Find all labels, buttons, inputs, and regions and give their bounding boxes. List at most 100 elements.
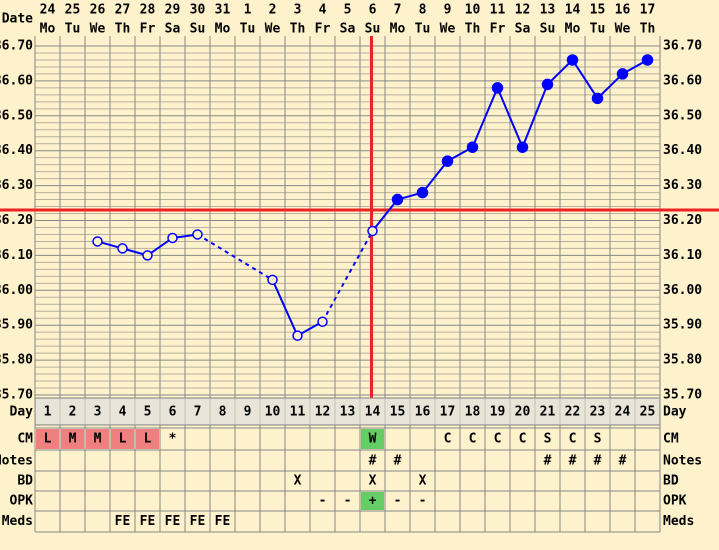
cell-text: FE xyxy=(115,514,131,529)
weekday-label: We xyxy=(90,22,106,37)
cell-text: M xyxy=(94,432,102,447)
day-number: 11 xyxy=(290,405,306,420)
weekday-label: Fr xyxy=(315,22,331,37)
line-segment xyxy=(471,87,499,148)
day-cell xyxy=(211,399,234,424)
date-label: 15 xyxy=(590,3,606,18)
cell-text: # xyxy=(394,454,402,469)
temperature-point xyxy=(317,316,328,327)
temperature-point xyxy=(267,274,278,286)
day-cell xyxy=(61,399,84,424)
y-tick-label: 35.70 xyxy=(0,388,33,403)
date-label: 2 xyxy=(269,3,277,18)
weekday-label: Th xyxy=(465,22,481,37)
row-label-right: CM xyxy=(663,432,679,447)
temperature-point xyxy=(416,186,429,199)
y-tick-label: 35.80 xyxy=(0,353,33,368)
day-number: 16 xyxy=(415,405,431,420)
temperature-point xyxy=(466,141,479,153)
temperature-point xyxy=(516,141,529,153)
day-number: 22 xyxy=(565,405,581,420)
row-label: Meds xyxy=(2,514,33,529)
weekday-label: We xyxy=(440,22,456,37)
day-number: 13 xyxy=(340,405,356,420)
cell-highlight xyxy=(86,429,109,449)
day-row-label-right: Day xyxy=(663,405,687,420)
date-label: 31 xyxy=(215,3,231,18)
cell-text: L xyxy=(119,432,127,447)
cell-text: - xyxy=(419,494,427,509)
weekday-label: Mo xyxy=(40,22,56,37)
weekday-label: Mo xyxy=(565,22,581,37)
cell-text: # xyxy=(619,454,627,469)
cell-text: FE xyxy=(165,514,181,529)
weekday-label: Tu xyxy=(240,22,256,37)
day-cell xyxy=(361,399,384,424)
day-cell xyxy=(511,399,534,424)
date-label: 7 xyxy=(394,3,402,18)
cell-text: FE xyxy=(190,514,206,529)
cell-text: C xyxy=(494,432,502,447)
day-number: 18 xyxy=(465,405,481,420)
date-label: 10 xyxy=(465,3,481,18)
day-cell xyxy=(186,399,209,424)
day-row-label: Day xyxy=(10,405,34,420)
cell-highlight xyxy=(36,429,59,449)
line-segment xyxy=(596,73,624,100)
day-cell xyxy=(286,399,309,424)
cell-highlight xyxy=(61,429,84,449)
cell-text: S xyxy=(544,432,552,447)
line-segment xyxy=(521,84,549,148)
cell-highlight xyxy=(136,429,159,449)
temperature-point xyxy=(142,250,153,261)
cell-text: C xyxy=(444,432,452,447)
day-number: 24 xyxy=(615,405,631,420)
weekday-label: Fr xyxy=(140,22,156,37)
temperature-point xyxy=(117,243,128,254)
weekday-label: Su xyxy=(190,22,206,37)
weekday-label: Th xyxy=(290,22,306,37)
cell-text: L xyxy=(144,432,152,447)
day-number: 21 xyxy=(540,405,556,420)
date-label: 6 xyxy=(369,3,377,18)
cell-text: C xyxy=(519,432,527,447)
cell-text: W xyxy=(369,432,377,447)
day-cell xyxy=(586,399,609,424)
y-tick-label: 36.30 xyxy=(0,178,33,193)
weekday-label: Tu xyxy=(65,22,81,37)
day-cell xyxy=(386,399,409,424)
date-label: 16 xyxy=(615,3,631,18)
day-number: 12 xyxy=(315,405,331,420)
weekday-label: Tu xyxy=(590,22,606,37)
date-label: 5 xyxy=(344,3,352,18)
day-number: 25 xyxy=(640,405,656,420)
day-number: 9 xyxy=(244,405,252,420)
day-cell xyxy=(111,399,134,424)
cell-text: FE xyxy=(215,514,231,529)
y-tick-label-right: 35.80 xyxy=(663,353,702,368)
weekday-label: Mo xyxy=(390,22,406,37)
day-cell xyxy=(136,399,159,424)
day-number: 1 xyxy=(44,405,52,420)
y-tick-label-right: 35.90 xyxy=(663,318,702,333)
y-tick-label-right: 36.70 xyxy=(663,39,702,54)
day-number: 14 xyxy=(365,405,381,420)
y-tick-label-right: 36.10 xyxy=(663,248,702,263)
cell-text: + xyxy=(369,494,377,509)
date-label: 26 xyxy=(90,3,106,18)
y-tick-label: 36.50 xyxy=(0,108,33,123)
weekday-label: Sa xyxy=(165,22,181,37)
day-number: 5 xyxy=(144,405,152,420)
weekday-label: Fr xyxy=(490,22,506,37)
day-number: 3 xyxy=(94,405,102,420)
row-label: BD xyxy=(17,474,33,489)
day-cell xyxy=(436,399,459,424)
temperature-point xyxy=(541,78,554,91)
cell-text: # xyxy=(569,454,577,469)
cell-highlight xyxy=(111,429,134,449)
line-segment xyxy=(496,87,524,148)
date-label: 29 xyxy=(165,3,181,18)
cell-text: C xyxy=(569,432,577,447)
line-segment xyxy=(371,198,399,232)
